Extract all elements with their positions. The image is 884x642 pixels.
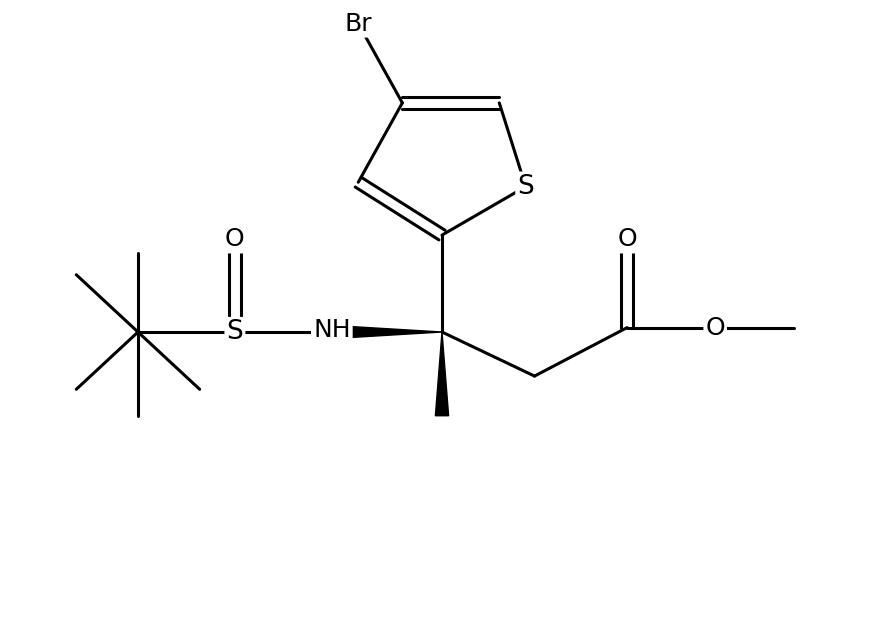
Text: O: O	[617, 227, 636, 252]
Text: NH: NH	[313, 318, 351, 342]
Polygon shape	[332, 325, 442, 338]
Text: Br: Br	[345, 12, 372, 35]
Text: O: O	[705, 316, 725, 340]
Text: O: O	[225, 227, 245, 252]
Polygon shape	[436, 332, 448, 416]
Text: S: S	[226, 319, 243, 345]
Text: S: S	[517, 173, 534, 200]
